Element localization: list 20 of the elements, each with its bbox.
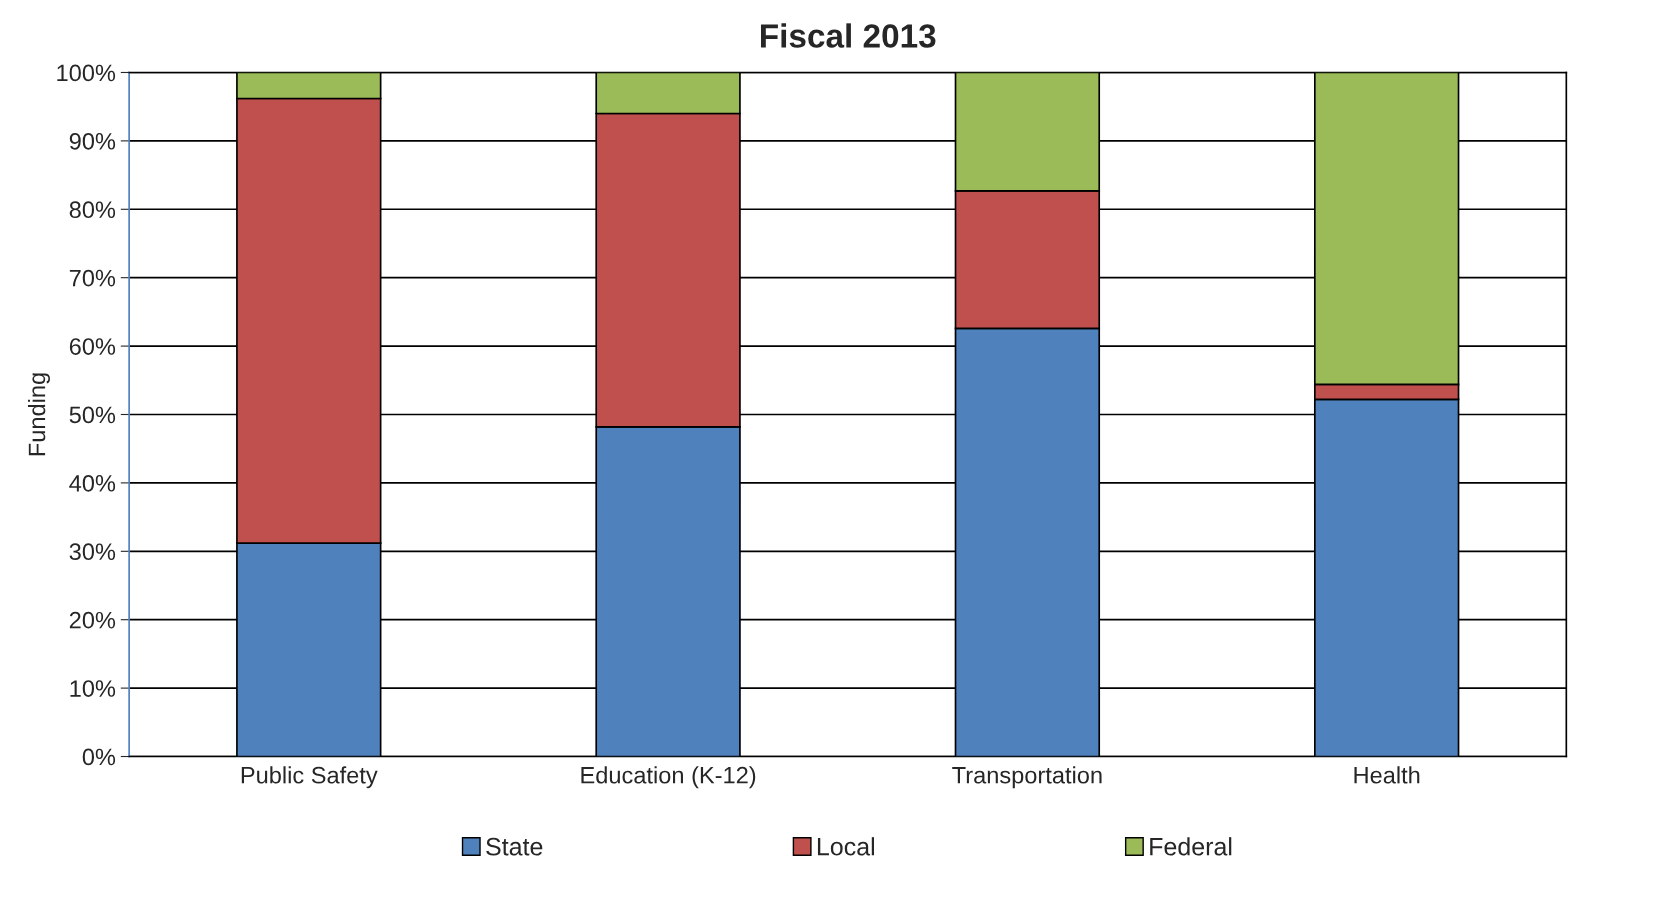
y-tick-label: 50% (69, 406, 116, 424)
y-tick-label: 60% (69, 338, 116, 355)
y-tick-label: 100% (57, 64, 116, 82)
legend-label: State (486, 837, 543, 856)
x-tick-label: Education (K-12) (581, 766, 756, 789)
chart-title: Fiscal 2013 (761, 23, 936, 48)
y-tick-label: 20% (69, 611, 116, 629)
y-tick-label: 10% (70, 680, 116, 697)
y-tick-label: 90% (69, 132, 116, 150)
y-tick-label: 80% (69, 201, 116, 219)
y-axis-title: Funding (27, 373, 50, 456)
x-tick-label: Health (1354, 766, 1420, 784)
legend-label: Local (817, 837, 874, 856)
x-tick-label: Public Safety (241, 766, 378, 789)
x-tick-label: Transportation (952, 766, 1102, 789)
legend-label: Federal (1150, 837, 1232, 856)
y-tick-label: 70% (69, 269, 116, 287)
y-tick-label: 40% (69, 474, 116, 492)
y-tick-label: 30% (69, 543, 116, 561)
y-tick-label: 0% (82, 748, 116, 766)
